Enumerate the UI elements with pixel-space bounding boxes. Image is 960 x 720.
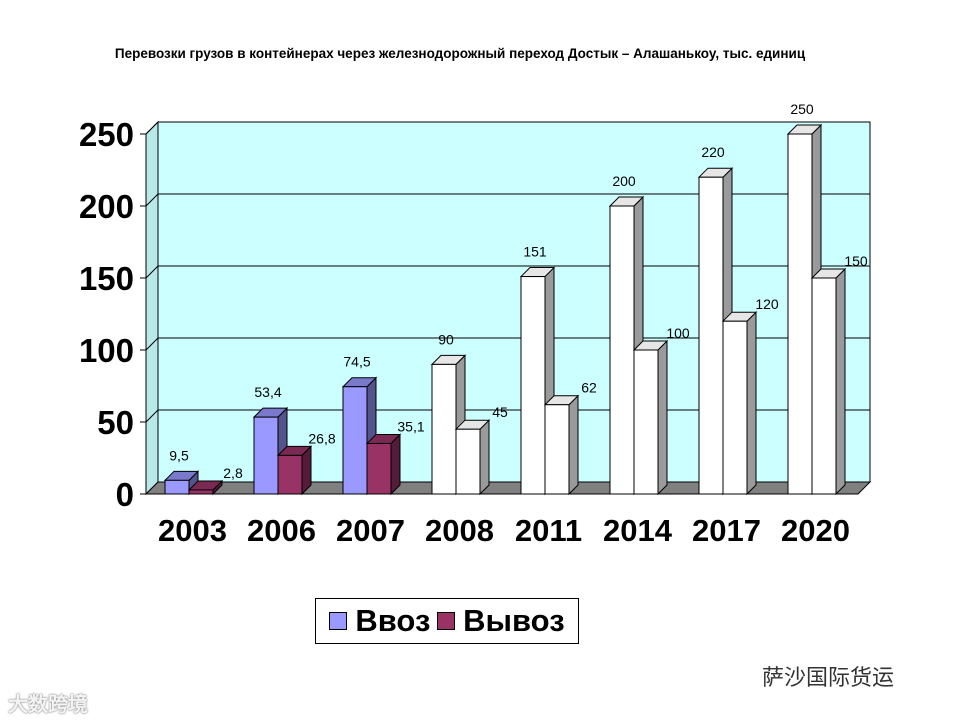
- bar: [431, 363, 457, 495]
- x-tick-label: 2020: [781, 513, 850, 548]
- data-label: 120: [755, 296, 779, 312]
- data-label: 90: [438, 331, 454, 347]
- bar: [520, 276, 546, 495]
- bar: [366, 442, 392, 495]
- data-label: 62: [581, 380, 597, 396]
- y-tick-label: 200: [79, 188, 134, 225]
- chart-title: Перевозки грузов в контейнерах через жел…: [114, 46, 806, 61]
- x-tick-label: 2008: [425, 513, 494, 548]
- legend-item-import: Ввоз: [329, 603, 430, 639]
- bar: [253, 416, 279, 495]
- bar-side: [746, 310, 757, 496]
- x-tick-label: 2017: [692, 513, 761, 548]
- bar-side: [568, 394, 579, 496]
- gridline: [145, 193, 870, 207]
- data-label: 2,8: [223, 465, 243, 481]
- bar: [787, 133, 813, 495]
- data-label: 45: [492, 404, 508, 420]
- data-label: 150: [844, 253, 868, 269]
- x-tick-label: 2011: [515, 513, 582, 548]
- watermark-right: 萨沙国际货运: [762, 665, 895, 690]
- data-label: 250: [790, 101, 814, 117]
- gridline: [145, 121, 870, 135]
- bar: [455, 428, 481, 495]
- bar-side: [835, 267, 846, 496]
- legend-swatch-import: [329, 612, 348, 630]
- legend-item-export: Вывоз: [437, 603, 565, 639]
- data-label: 151: [523, 244, 547, 260]
- watermark-left: 大数跨境: [8, 694, 88, 716]
- x-tick-label: 2007: [336, 513, 405, 548]
- bar: [633, 349, 659, 495]
- bar: [811, 277, 837, 495]
- x-tick-label: 2006: [247, 513, 316, 548]
- data-label: 220: [701, 144, 725, 160]
- legend-label-export: Вывоз: [463, 603, 565, 638]
- bar: [164, 479, 190, 495]
- legend-label-import: Ввоз: [355, 603, 431, 638]
- data-label: 200: [612, 173, 636, 189]
- bar-side: [479, 418, 490, 496]
- data-label: 26,8: [308, 430, 335, 446]
- data-label: 53,4: [254, 384, 281, 400]
- bar: [609, 205, 635, 495]
- legend: Ввоз Вывоз: [315, 598, 579, 644]
- legend-swatch-export: [437, 612, 456, 630]
- x-tick-label: 2003: [158, 513, 227, 548]
- y-tick-label: 50: [97, 404, 134, 441]
- data-label: 100: [666, 325, 690, 341]
- bar: [188, 489, 214, 495]
- bar: [544, 404, 570, 495]
- data-label: 74,5: [343, 354, 370, 370]
- bar: [722, 320, 748, 495]
- x-tick-label: 2014: [603, 513, 673, 548]
- bar-side: [657, 339, 668, 496]
- y-tick-label: 150: [79, 260, 134, 297]
- y-tick-label: 0: [116, 476, 134, 513]
- plot-side-wall: [145, 120, 159, 496]
- bar: [698, 176, 724, 495]
- bar: [277, 454, 303, 495]
- data-label: 35,1: [397, 418, 424, 434]
- data-label: 9,5: [169, 447, 189, 463]
- y-tick-label: 250: [79, 116, 134, 153]
- bar: [342, 386, 368, 495]
- y-tick-label: 100: [79, 332, 134, 369]
- bar-side: [390, 433, 401, 496]
